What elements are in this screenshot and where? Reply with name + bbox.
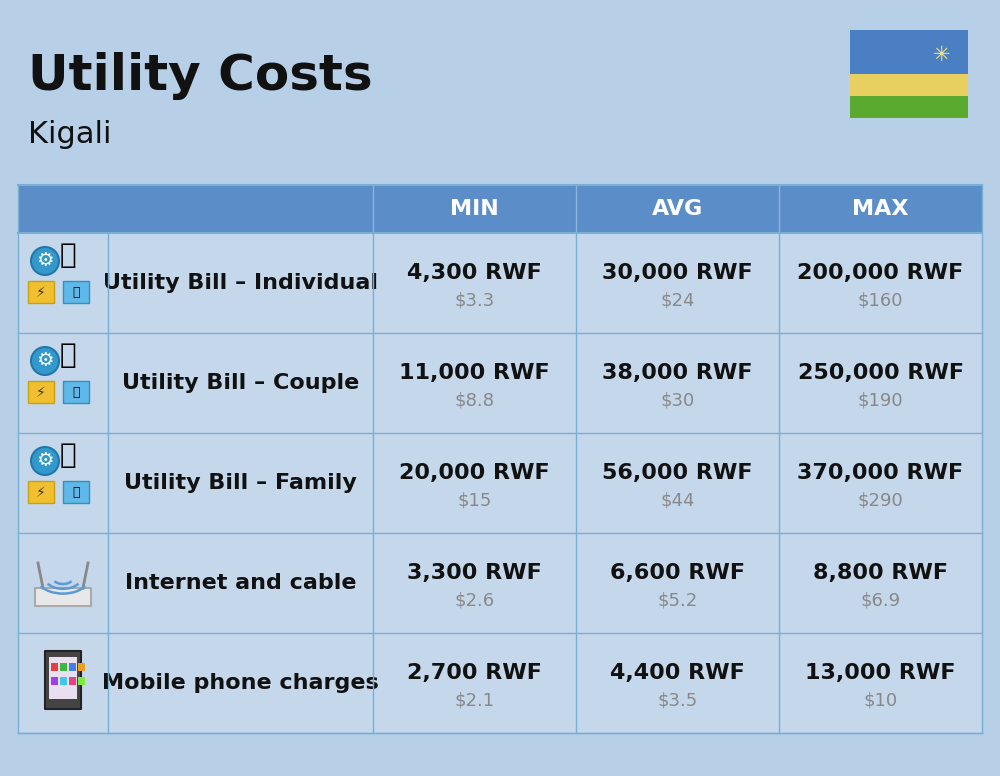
Text: Kigali: Kigali: [28, 120, 112, 149]
Text: 🧍: 🧍: [60, 241, 76, 269]
Text: 6,600 RWF: 6,600 RWF: [610, 563, 745, 583]
Text: 56,000 RWF: 56,000 RWF: [602, 463, 753, 483]
Bar: [850, 96, 968, 118]
Text: ⚙: ⚙: [36, 452, 54, 470]
Text: $10: $10: [863, 692, 898, 710]
Bar: [18, 233, 982, 333]
Text: Mobile phone charges: Mobile phone charges: [102, 673, 379, 693]
Text: Utility Bill – Couple: Utility Bill – Couple: [122, 373, 359, 393]
Bar: [51, 663, 58, 671]
Bar: [63, 481, 89, 503]
Bar: [78, 663, 85, 671]
Text: 13,000 RWF: 13,000 RWF: [805, 663, 956, 683]
Bar: [28, 281, 54, 303]
Text: AVG: AVG: [652, 199, 703, 219]
Text: $44: $44: [660, 492, 695, 510]
Text: $3.3: $3.3: [454, 292, 495, 310]
Text: MIN: MIN: [450, 199, 499, 219]
Text: ⚡: ⚡: [36, 386, 46, 400]
Text: $190: $190: [858, 392, 903, 410]
Bar: [18, 333, 982, 433]
Text: 30,000 RWF: 30,000 RWF: [602, 263, 753, 283]
Bar: [35, 588, 91, 606]
Text: $290: $290: [858, 492, 903, 510]
Text: ⚡: ⚡: [36, 286, 46, 300]
Bar: [18, 185, 982, 233]
Text: $8.8: $8.8: [454, 392, 494, 410]
Bar: [18, 633, 982, 733]
Circle shape: [31, 247, 59, 275]
Text: 🧍: 🧍: [60, 341, 76, 369]
Text: $3.5: $3.5: [657, 692, 698, 710]
Text: 4,300 RWF: 4,300 RWF: [407, 263, 542, 283]
Text: ⚡: ⚡: [36, 486, 46, 500]
Text: 370,000 RWF: 370,000 RWF: [797, 463, 964, 483]
Text: $30: $30: [660, 392, 695, 410]
Bar: [850, 30, 968, 74]
Text: 💧: 💧: [72, 386, 80, 400]
Text: $5.2: $5.2: [657, 592, 698, 610]
Bar: [78, 677, 85, 685]
Text: $6.9: $6.9: [860, 592, 901, 610]
Text: $2.1: $2.1: [454, 692, 495, 710]
Bar: [63, 281, 89, 303]
Text: ✳: ✳: [933, 45, 951, 64]
Text: 3,300 RWF: 3,300 RWF: [407, 563, 542, 583]
Bar: [18, 433, 982, 533]
Bar: [51, 677, 58, 685]
Text: ⚙: ⚙: [36, 352, 54, 370]
Text: $15: $15: [457, 492, 492, 510]
Text: 4,400 RWF: 4,400 RWF: [610, 663, 745, 683]
Text: 💧: 💧: [72, 286, 80, 300]
Text: 🧍: 🧍: [60, 441, 76, 469]
Bar: [60, 677, 67, 685]
Bar: [60, 663, 67, 671]
Bar: [28, 381, 54, 403]
Bar: [69, 663, 76, 671]
Bar: [28, 481, 54, 503]
Text: ⚙: ⚙: [36, 251, 54, 271]
Text: 38,000 RWF: 38,000 RWF: [602, 363, 753, 383]
Text: 250,000 RWF: 250,000 RWF: [798, 363, 964, 383]
Text: $24: $24: [660, 292, 695, 310]
Circle shape: [31, 447, 59, 475]
Text: $160: $160: [858, 292, 903, 310]
Bar: [63, 381, 89, 403]
Text: 200,000 RWF: 200,000 RWF: [797, 263, 964, 283]
Bar: [49, 657, 77, 699]
Text: Utility Costs: Utility Costs: [28, 52, 373, 100]
Text: $2.6: $2.6: [454, 592, 495, 610]
Text: Utility Bill – Individual: Utility Bill – Individual: [103, 273, 378, 293]
Text: MAX: MAX: [852, 199, 909, 219]
Text: 2,700 RWF: 2,700 RWF: [407, 663, 542, 683]
Bar: [18, 533, 982, 633]
Bar: [850, 74, 968, 96]
Text: 💧: 💧: [72, 487, 80, 500]
Text: Internet and cable: Internet and cable: [125, 573, 356, 593]
Circle shape: [31, 347, 59, 375]
Text: Utility Bill – Family: Utility Bill – Family: [124, 473, 357, 493]
Bar: [45, 651, 81, 709]
Text: 20,000 RWF: 20,000 RWF: [399, 463, 550, 483]
Bar: [69, 677, 76, 685]
Text: 8,800 RWF: 8,800 RWF: [813, 563, 948, 583]
Text: 11,000 RWF: 11,000 RWF: [399, 363, 550, 383]
